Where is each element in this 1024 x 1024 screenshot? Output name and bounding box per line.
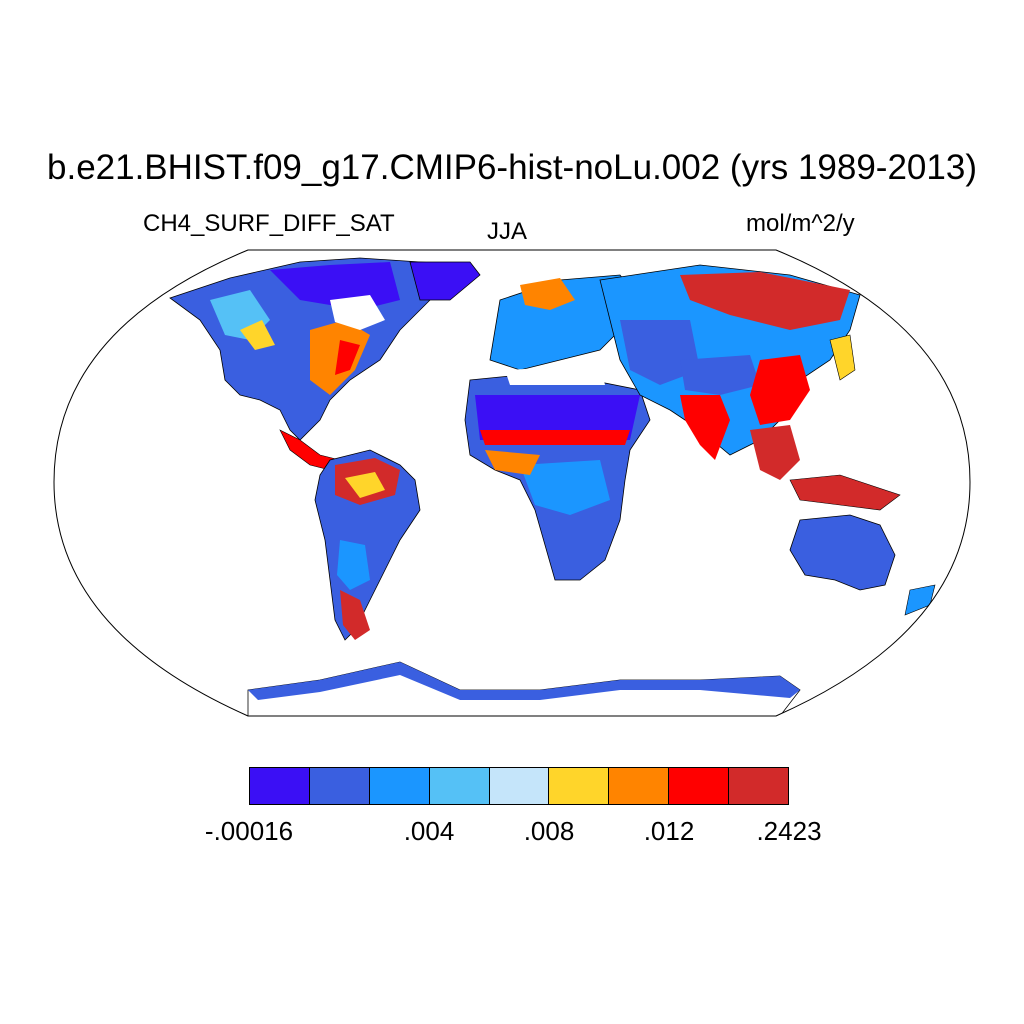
colorbar-box bbox=[609, 768, 670, 804]
land-patagonia bbox=[340, 590, 370, 640]
land-japan bbox=[829, 334, 856, 381]
colorbar-tick-label: .2423 bbox=[756, 816, 822, 846]
variable-label: CH4_SURF_DIFF_SAT bbox=[143, 210, 395, 237]
units-label: mol/m^2/y bbox=[746, 210, 855, 237]
land-sahara bbox=[475, 395, 640, 440]
land-alaska-edge bbox=[240, 320, 275, 350]
season-label: JJA bbox=[487, 218, 528, 245]
land-east-china bbox=[750, 355, 810, 425]
land-siberia bbox=[680, 272, 850, 330]
land-new-zealand bbox=[904, 584, 936, 616]
colorbar bbox=[249, 767, 789, 805]
colorbar-box bbox=[429, 768, 490, 804]
colorbar-box bbox=[369, 768, 430, 804]
colorbar-tick-label: .004 bbox=[403, 816, 455, 846]
colorbar-box bbox=[729, 768, 789, 804]
land-central-asia bbox=[620, 320, 700, 385]
land-southeast-asia bbox=[750, 425, 800, 480]
colorbar-box bbox=[669, 768, 730, 804]
land-amazon-center bbox=[345, 472, 385, 498]
land-mediterranean-gap bbox=[505, 365, 605, 385]
colorbar-tick-label: .012 bbox=[643, 816, 695, 846]
colorbar-box bbox=[250, 768, 310, 804]
land-west-africa-belt bbox=[485, 450, 540, 475]
land-antarctica-rim bbox=[248, 662, 800, 700]
land-southern-cone bbox=[337, 540, 370, 590]
land-greenland bbox=[409, 261, 481, 301]
colorbar-box bbox=[489, 768, 550, 804]
land-indonesia bbox=[789, 474, 901, 511]
colorbar-tick-label: .008 bbox=[523, 816, 575, 846]
land-australia bbox=[789, 514, 896, 591]
land-india bbox=[680, 395, 730, 460]
colorbar-tick-label: -.00016 bbox=[204, 816, 294, 846]
land-tibet bbox=[680, 355, 760, 395]
land-sahel bbox=[480, 430, 630, 445]
land-east-coast bbox=[335, 340, 360, 375]
land-central-africa bbox=[520, 460, 610, 515]
land-scandinavia bbox=[520, 278, 575, 310]
map-title: b.e21.BHIST.f09_g17.CMIP6-hist-noLu.002 … bbox=[47, 148, 977, 187]
colorbar-box bbox=[549, 768, 610, 804]
map-outline bbox=[53, 249, 971, 717]
colorbar-box bbox=[309, 768, 370, 804]
land-hudson-gap bbox=[330, 295, 385, 330]
